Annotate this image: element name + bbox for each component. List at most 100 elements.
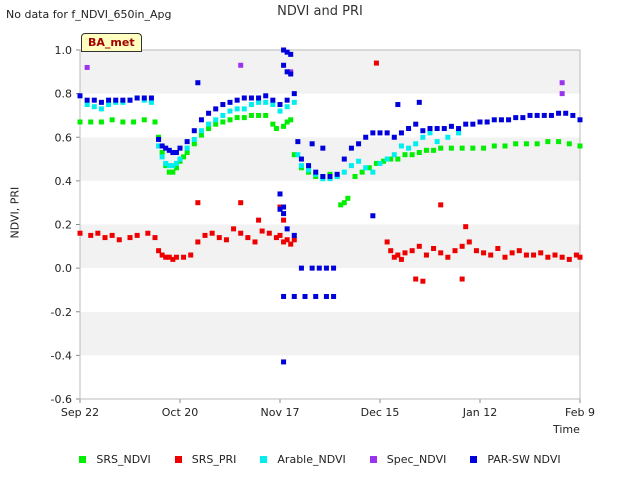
point-srs-ndvi xyxy=(256,112,262,118)
point-srs-ndvi xyxy=(341,200,347,206)
point-srs-ndvi xyxy=(395,156,401,162)
point-arable-ndvi xyxy=(170,163,176,169)
point-arable-ndvi xyxy=(234,106,240,112)
y-tick-label: 0.8 xyxy=(55,88,73,101)
point-srs-ndvi xyxy=(152,119,158,125)
point-par-sw-ndvi xyxy=(477,119,483,125)
point-arable-ndvi xyxy=(341,169,347,175)
point-srs-ndvi xyxy=(366,165,372,171)
point-srs-pri xyxy=(502,254,508,260)
x-tick-label: Dec 15 xyxy=(361,406,400,419)
point-srs-ndvi xyxy=(523,141,529,147)
point-srs-pri xyxy=(173,254,179,260)
point-srs-pri xyxy=(516,248,522,254)
point-srs-pri xyxy=(495,245,501,251)
point-par-sw-ndvi xyxy=(398,130,404,136)
legend-label: SRS_PRI xyxy=(191,453,237,466)
point-par-sw-ndvi xyxy=(313,293,319,299)
point-par-sw-ndvi xyxy=(331,293,337,299)
point-par-sw-ndvi xyxy=(323,265,329,271)
point-par-sw-ndvi xyxy=(570,112,576,118)
legend-swatch xyxy=(79,456,87,463)
point-par-sw-ndvi xyxy=(520,115,526,121)
point-par-sw-ndvi xyxy=(363,134,369,140)
point-srs-ndvi xyxy=(438,145,444,151)
point-par-sw-ndvi xyxy=(288,71,294,77)
point-srs-pri xyxy=(159,252,165,258)
point-srs-pri xyxy=(216,235,222,241)
point-srs-ndvi xyxy=(502,143,508,149)
point-par-sw-ndvi xyxy=(370,130,376,136)
point-par-sw-ndvi xyxy=(284,69,290,75)
point-par-sw-ndvi xyxy=(98,99,104,105)
point-srs-pri xyxy=(509,250,515,256)
point-srs-pri xyxy=(463,224,469,230)
point-par-sw-ndvi xyxy=(577,117,583,123)
y-tick-label: -0.6 xyxy=(51,393,72,406)
point-arable-ndvi xyxy=(434,139,440,145)
point-srs-ndvi xyxy=(423,147,429,153)
point-spec-ndvi xyxy=(559,91,565,97)
point-srs-pri xyxy=(459,243,465,249)
point-par-sw-ndvi xyxy=(184,139,190,145)
point-par-sw-ndvi xyxy=(377,130,383,136)
point-par-sw-ndvi xyxy=(323,293,329,299)
point-par-sw-ndvi xyxy=(384,130,390,136)
point-srs-pri xyxy=(431,245,437,251)
point-srs-ndvi xyxy=(284,119,290,125)
point-arable-ndvi xyxy=(298,163,304,169)
point-srs-ndvi xyxy=(431,147,437,153)
point-srs-pri xyxy=(188,252,194,258)
point-srs-pri xyxy=(481,250,487,256)
point-srs-pri xyxy=(231,226,237,232)
point-par-sw-ndvi xyxy=(77,93,83,99)
point-par-sw-ndvi xyxy=(127,97,133,103)
point-srs-ndvi xyxy=(273,126,279,132)
point-srs-ndvi xyxy=(220,119,226,125)
point-par-sw-ndvi xyxy=(159,143,165,149)
point-srs-ndvi xyxy=(481,145,487,151)
chart-title: NDVI and PRI xyxy=(277,4,363,19)
point-srs-pri xyxy=(145,230,151,236)
point-srs-ndvi xyxy=(352,174,358,180)
x-tick-label: Nov 17 xyxy=(261,406,300,419)
point-arable-ndvi xyxy=(227,108,233,114)
point-srs-pri xyxy=(202,232,208,238)
point-arable-ndvi xyxy=(384,156,390,162)
point-spec-ndvi xyxy=(559,80,565,86)
point-arable-ndvi xyxy=(148,99,154,105)
point-par-sw-ndvi xyxy=(463,121,469,127)
y-tick-label: 0.2 xyxy=(55,219,73,232)
point-par-sw-ndvi xyxy=(281,293,287,299)
point-srs-ndvi xyxy=(234,115,240,121)
point-arable-ndvi xyxy=(184,145,190,151)
point-arable-ndvi xyxy=(98,106,104,112)
point-srs-pri xyxy=(373,60,379,66)
point-srs-pri xyxy=(284,237,290,243)
point-par-sw-ndvi xyxy=(306,163,312,169)
point-srs-pri xyxy=(384,239,390,245)
point-par-sw-ndvi xyxy=(320,174,326,180)
point-par-sw-ndvi xyxy=(84,97,90,103)
x-axis-title: Time xyxy=(553,423,580,436)
point-srs-ndvi xyxy=(402,152,408,158)
point-par-sw-ndvi xyxy=(316,265,322,271)
point-par-sw-ndvi xyxy=(166,147,172,153)
point-srs-pri xyxy=(488,252,494,258)
point-srs-ndvi xyxy=(248,112,254,118)
point-par-sw-ndvi xyxy=(370,213,376,219)
x-tick-label: Sep 22 xyxy=(61,406,99,419)
point-par-sw-ndvi xyxy=(470,121,476,127)
point-srs-pri xyxy=(402,250,408,256)
point-par-sw-ndvi xyxy=(284,97,290,103)
point-par-sw-ndvi xyxy=(434,126,440,132)
legend-item-arable-ndvi: Arable_NDVI xyxy=(260,453,346,466)
point-par-sw-ndvi xyxy=(170,150,176,156)
point-arable-ndvi xyxy=(248,102,254,108)
point-par-sw-ndvi xyxy=(309,265,315,271)
point-par-sw-ndvi xyxy=(141,95,147,101)
point-par-sw-ndvi xyxy=(163,145,169,151)
point-srs-pri xyxy=(416,243,422,249)
point-arable-ndvi xyxy=(398,143,404,149)
point-par-sw-ndvi xyxy=(541,112,547,118)
